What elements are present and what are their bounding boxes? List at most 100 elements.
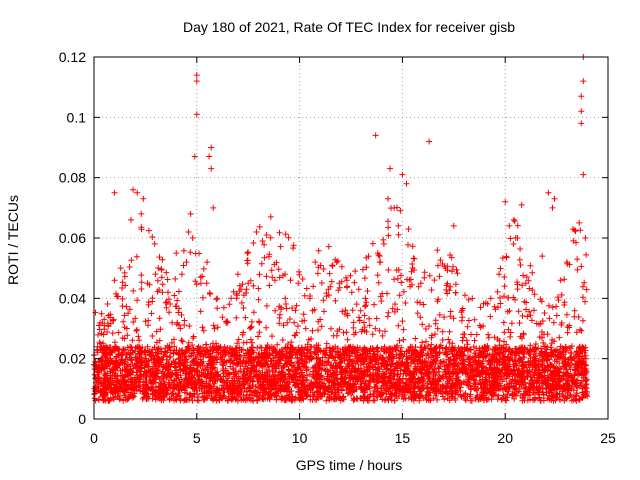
data-point [570, 225, 577, 232]
data-point [434, 247, 441, 254]
data-point [325, 286, 332, 293]
data-point [578, 120, 585, 127]
data-point [165, 289, 172, 296]
data-point [140, 195, 147, 202]
data-point [234, 271, 241, 278]
data-point [352, 268, 359, 275]
data-point [405, 225, 412, 232]
data-point [469, 295, 476, 302]
data-point [282, 295, 289, 302]
data-point [333, 259, 340, 266]
data-point [582, 235, 589, 241]
data-point [245, 280, 252, 287]
x-tick-label: 15 [395, 430, 411, 446]
data-point [224, 319, 231, 326]
data-point [271, 277, 278, 284]
y-tick-label: 0 [78, 411, 86, 427]
data-point [111, 277, 118, 284]
y-tick-label: 0.04 [59, 290, 86, 306]
data-point [530, 307, 537, 314]
data-point [563, 259, 570, 266]
data-point [263, 231, 270, 238]
data-point [578, 108, 585, 115]
x-tick-label: 10 [292, 430, 308, 446]
data-point [193, 78, 200, 85]
data-point [306, 295, 313, 302]
data-point [409, 265, 416, 272]
data-point [450, 222, 457, 229]
data-point [177, 325, 184, 332]
data-point [374, 250, 381, 257]
data-point [123, 325, 130, 332]
data-point [551, 195, 558, 202]
data-point [197, 280, 204, 287]
data-point [183, 259, 190, 266]
data-point [385, 195, 392, 202]
data-point [506, 222, 513, 229]
data-point [518, 201, 525, 208]
data-point [259, 238, 266, 245]
data-point [204, 259, 211, 266]
data-point [578, 93, 585, 100]
data-point [187, 210, 194, 217]
data-point [580, 78, 587, 85]
data-point [148, 310, 155, 317]
data-point [107, 355, 114, 362]
data-point [193, 72, 200, 79]
data-point [173, 250, 180, 257]
data-point [208, 165, 215, 172]
data-point [343, 277, 350, 284]
data-point [317, 316, 324, 323]
data-point [496, 271, 503, 278]
data-point [128, 216, 135, 223]
y-tick-label: 0.06 [59, 230, 86, 246]
data-point [580, 171, 587, 178]
data-point [522, 280, 529, 287]
chart-title: Day 180 of 2021, Rate Of TEC Index for r… [183, 19, 515, 35]
data-point [253, 228, 260, 235]
data-point [539, 253, 546, 260]
y-tick-label: 0.02 [59, 351, 86, 367]
x-axis-label: GPS time / hours [296, 457, 403, 473]
data-point [208, 144, 215, 151]
dense-scatter [91, 204, 591, 404]
x-tick-label: 25 [600, 430, 616, 446]
data-point [399, 171, 406, 178]
data-point [459, 307, 466, 314]
data-point [362, 295, 369, 302]
data-point [144, 280, 151, 287]
data-point [193, 111, 200, 118]
data-point [117, 265, 124, 272]
data-point [545, 189, 552, 196]
dense-scatter-marks [91, 204, 591, 404]
data-points [93, 54, 589, 386]
x-tick-label: 20 [497, 430, 513, 446]
data-point [292, 307, 299, 314]
data-point [426, 138, 433, 145]
data-point [189, 235, 196, 241]
axis-ticks: 0 5 10 15 20 25 0 0.02 0.04 0.06 0.08 0.1 0.12 [59, 49, 616, 446]
data-point [442, 265, 449, 272]
data-point [387, 165, 394, 172]
data-point [403, 180, 410, 187]
data-point [156, 337, 163, 344]
data-point [191, 153, 198, 160]
data-point [214, 295, 221, 302]
data-point [549, 204, 556, 211]
data-point [557, 277, 564, 284]
data-point [477, 304, 484, 311]
data-point [391, 204, 398, 211]
y-tick-label: 0.12 [59, 49, 86, 65]
data-point [395, 222, 402, 229]
x-tick-label: 5 [193, 430, 201, 446]
y-axis-label: ROTI / TECUs [5, 195, 21, 285]
data-point [487, 295, 494, 302]
data-point [97, 340, 104, 347]
data-point [111, 189, 118, 196]
data-point [210, 204, 217, 211]
data-point [574, 256, 581, 263]
data-point [138, 210, 145, 217]
data-point [576, 219, 583, 226]
